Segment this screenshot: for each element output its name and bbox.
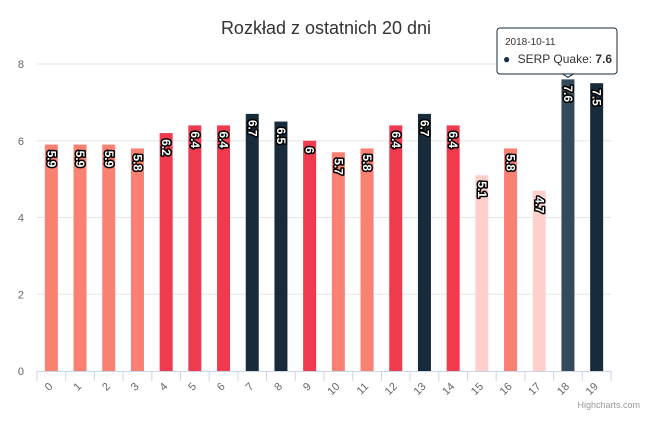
tooltip-value: 7.6 <box>595 52 612 66</box>
data-label-3: 5.8 <box>130 154 144 171</box>
data-label-0: 5.9 <box>44 151 58 168</box>
bar-8[interactable] <box>274 121 288 371</box>
bar-13[interactable] <box>417 113 431 371</box>
bar-17[interactable] <box>532 190 546 371</box>
y-axis-labels: 0 2 4 6 8 <box>18 59 24 378</box>
bar-3[interactable] <box>130 148 144 371</box>
data-label-18: 7.6 <box>561 85 575 102</box>
chart-title: Rozkład z ostatnich 20 dni <box>221 18 431 38</box>
bar-series <box>44 79 604 372</box>
bar-19[interactable] <box>590 83 604 371</box>
data-label-5: 6.4 <box>188 131 202 148</box>
data-label-15: 5.1 <box>475 181 489 198</box>
bar-16[interactable] <box>504 148 518 371</box>
tooltip-series-label: SERP Quake: <box>518 52 596 66</box>
data-label-13: 6.7 <box>417 120 431 137</box>
bar-2[interactable] <box>102 144 116 371</box>
data-label-10: 5.7 <box>331 158 345 175</box>
data-label-17: 4.7 <box>532 197 546 214</box>
data-label-4: 6.2 <box>159 139 173 156</box>
bar-18[interactable] <box>561 79 575 371</box>
y-tick-label-6: 6 <box>18 136 24 148</box>
bar-10[interactable] <box>331 152 345 371</box>
data-label-11: 5.8 <box>360 154 374 171</box>
tooltip-date: 2018-10-11 <box>505 37 556 48</box>
y-tick-label-2: 2 <box>18 289 24 301</box>
bar-14[interactable] <box>446 125 460 372</box>
tooltip-series-line: ● SERP Quake: 7.6 <box>503 52 612 66</box>
data-label-8: 6.5 <box>274 128 288 145</box>
bar-6[interactable] <box>217 125 231 372</box>
bar-9[interactable] <box>303 140 317 371</box>
data-label-16: 5.8 <box>504 154 518 171</box>
tooltip-box <box>496 27 618 75</box>
tooltip-bullet: ● <box>503 52 510 66</box>
data-label-14: 6.4 <box>446 131 460 148</box>
data-labels: 5.9 5.9 5.9 5.8 6.2 6.4 6.4 6.7 6.5 6 5.7 5.8 6.4 6.7… <box>43 84 605 215</box>
credits-link[interactable]: Highcharts.com <box>577 400 640 410</box>
tooltip: 2018-10-11 ● SERP Quake: 7.6 <box>496 27 618 78</box>
data-label-2: 5.9 <box>102 151 116 168</box>
data-label-7: 6.7 <box>245 120 259 137</box>
data-label-9: 6 <box>303 147 317 154</box>
y-tick-label-8: 8 <box>18 59 24 71</box>
bar-11[interactable] <box>360 148 374 371</box>
data-label-1: 5.9 <box>73 151 87 168</box>
bar-12[interactable] <box>389 125 403 372</box>
bar-7[interactable] <box>245 113 259 371</box>
bar-5[interactable] <box>188 125 202 372</box>
y-tick-label-0: 0 <box>18 366 24 378</box>
data-label-19: 7.5 <box>590 89 604 106</box>
bar-0[interactable] <box>44 144 58 371</box>
data-label-12: 6.4 <box>389 131 403 148</box>
y-tick-label-4: 4 <box>18 213 24 225</box>
data-label-6: 6.4 <box>217 131 231 148</box>
bar-1[interactable] <box>73 144 87 371</box>
bar-15[interactable] <box>475 175 489 371</box>
bar-4[interactable] <box>159 133 173 371</box>
